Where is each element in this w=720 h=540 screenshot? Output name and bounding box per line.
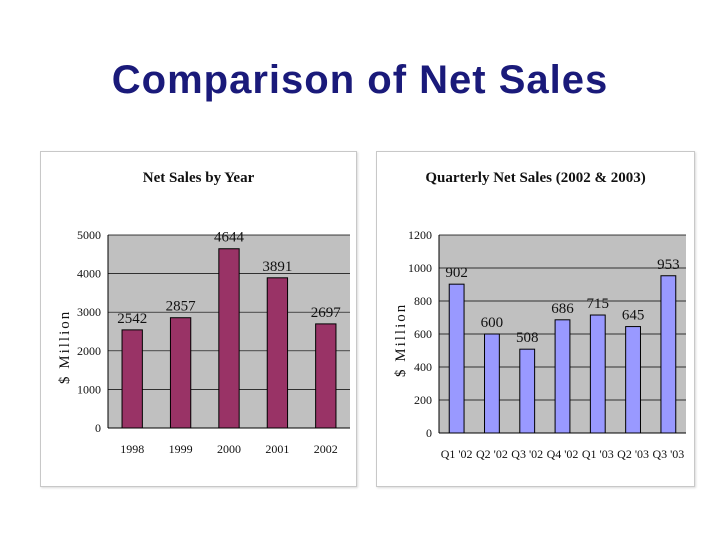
x-tick-label: Q2 '02 xyxy=(476,447,508,461)
y-tick-label: 4000 xyxy=(77,267,101,281)
slide-title: Comparison of Net Sales xyxy=(111,58,609,102)
y-tick-label: 600 xyxy=(414,327,432,341)
annual-net-sales-chart: Net Sales by Year $ Million 0 1000 2000 300… xyxy=(40,151,357,487)
data-label: 600 xyxy=(481,315,504,331)
chart-title: Quarterly Net Sales (2002 & 2003) xyxy=(425,170,646,186)
bar xyxy=(448,283,465,434)
bar xyxy=(554,319,571,434)
data-label: 4644 xyxy=(214,230,245,246)
bar xyxy=(589,314,606,434)
quarterly-net-sales-plot: 0 200 400 600 800 1000 1200 902 Q1 '02 600 Q2 '02 5… xyxy=(408,228,686,461)
bar xyxy=(625,326,641,434)
data-label: 2542 xyxy=(117,311,147,327)
chart-title: Net Sales by Year xyxy=(142,170,255,186)
data-label: 953 xyxy=(657,257,680,273)
bar xyxy=(484,333,500,434)
bar xyxy=(660,275,677,434)
y-tick-label: 5000 xyxy=(77,228,101,242)
y-tick-label: 400 xyxy=(414,360,432,374)
data-label: 715 xyxy=(587,296,610,312)
data-label: 2857 xyxy=(166,299,197,315)
bar xyxy=(315,323,337,429)
y-tick-label: 0 xyxy=(426,426,432,440)
quarterly-net-sales-chart: Quarterly Net Sales (2002 & 2003) $ Mill… xyxy=(376,151,695,487)
x-tick-label: 1999 xyxy=(169,442,193,456)
data-label: 508 xyxy=(516,330,539,346)
annual-net-sales-plot: 0 1000 2000 3000 4000 5000 2542 1998 2857 1999 464… xyxy=(77,228,350,456)
bar xyxy=(121,329,143,429)
x-tick-label: Q4 '02 xyxy=(547,447,579,461)
y-tick-label: 800 xyxy=(414,294,432,308)
y-tick-label: 0 xyxy=(95,421,101,435)
x-tick-label: Q3 '03 xyxy=(652,447,684,461)
y-tick-label: 2000 xyxy=(77,344,101,358)
y-tick-label: 200 xyxy=(414,393,432,407)
data-label: 3891 xyxy=(262,259,292,275)
data-label: 2697 xyxy=(311,305,342,321)
bar xyxy=(266,277,289,429)
data-label: 902 xyxy=(445,265,468,281)
bar xyxy=(218,248,240,429)
x-tick-label: Q3 '02 xyxy=(511,447,543,461)
y-tick-label: 1000 xyxy=(77,382,101,396)
data-label: 686 xyxy=(551,301,574,317)
x-tick-label: 1998 xyxy=(120,442,144,456)
x-tick-label: Q2 '03 xyxy=(617,447,649,461)
y-tick-label: 3000 xyxy=(77,305,101,319)
y-tick-label: 1000 xyxy=(408,261,432,275)
x-tick-label: 2001 xyxy=(265,442,289,456)
x-tick-label: Q1 '03 xyxy=(582,447,614,461)
x-tick-label: Q1 '02 xyxy=(441,447,473,461)
x-tick-label: 2002 xyxy=(314,442,338,456)
bar xyxy=(169,317,192,429)
data-label: 645 xyxy=(622,308,645,324)
y-tick-label: 1200 xyxy=(408,228,432,242)
x-tick-label: 2000 xyxy=(217,442,241,456)
bar xyxy=(519,348,536,434)
